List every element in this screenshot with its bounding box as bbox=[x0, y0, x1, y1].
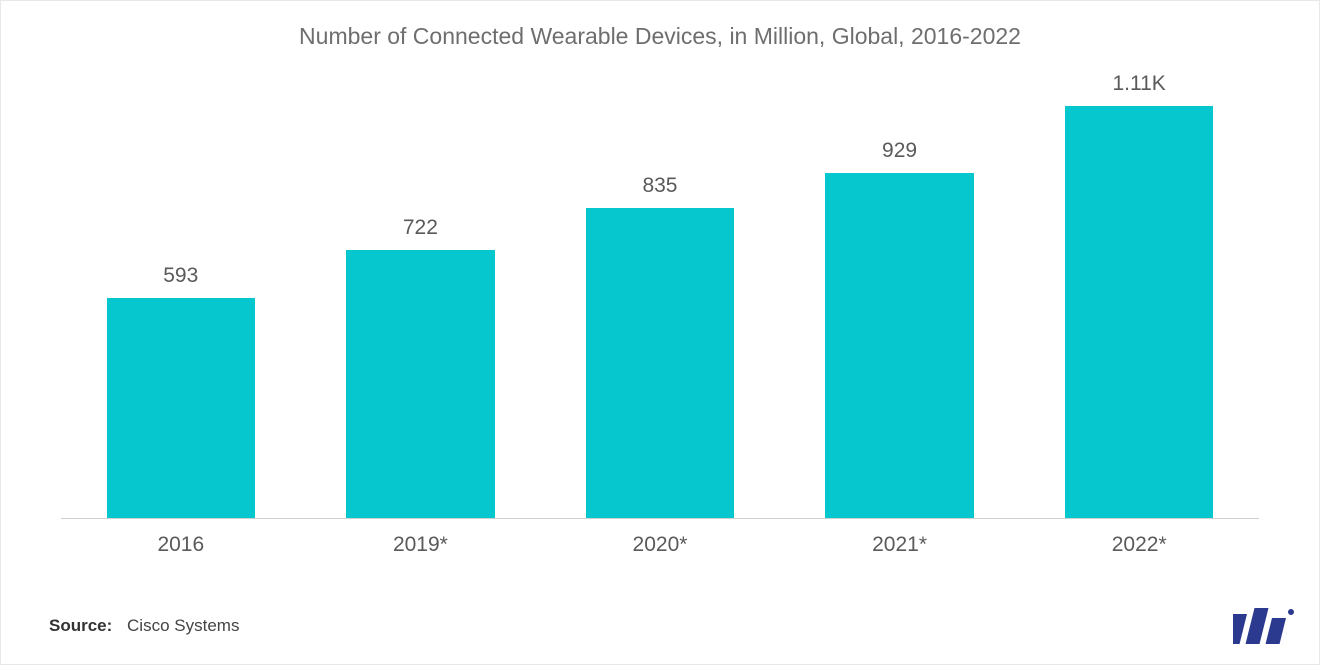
value-label: 593 bbox=[163, 264, 198, 288]
bar-2022: 1.11K bbox=[1065, 106, 1214, 519]
chart-container: Number of Connected Wearable Devices, in… bbox=[0, 0, 1320, 665]
bar-2021: 929 bbox=[825, 173, 974, 519]
value-label: 722 bbox=[403, 216, 438, 240]
bar-slot: 1.11K 2022* bbox=[1019, 91, 1259, 519]
plot-area: 593 2016 722 2019* 835 2020* 929 bbox=[61, 91, 1259, 519]
category-label: 2019* bbox=[393, 533, 448, 557]
bar-slot: 722 2019* bbox=[301, 91, 541, 519]
bar-slot: 929 2021* bbox=[780, 91, 1020, 519]
bars-group: 593 2016 722 2019* 835 2020* 929 bbox=[61, 91, 1259, 519]
source-name: Cisco Systems bbox=[127, 616, 239, 635]
category-label: 2020* bbox=[633, 533, 688, 557]
value-label: 929 bbox=[882, 139, 917, 163]
bar-slot: 835 2020* bbox=[540, 91, 780, 519]
bar-slot: 593 2016 bbox=[61, 91, 301, 519]
category-label: 2022* bbox=[1112, 533, 1167, 557]
source-line: Source: Cisco Systems bbox=[49, 616, 239, 636]
source-label: Source: bbox=[49, 616, 112, 635]
brand-logo-icon bbox=[1233, 606, 1297, 646]
chart-title: Number of Connected Wearable Devices, in… bbox=[1, 23, 1319, 50]
value-label: 1.11K bbox=[1112, 72, 1165, 96]
category-label: 2016 bbox=[157, 533, 204, 557]
bar-2020: 835 bbox=[586, 208, 735, 519]
value-label: 835 bbox=[642, 174, 677, 198]
bar-2019: 722 bbox=[346, 250, 495, 519]
x-axis-baseline bbox=[61, 518, 1259, 519]
bar-2016: 593 bbox=[107, 298, 256, 519]
category-label: 2021* bbox=[872, 533, 927, 557]
